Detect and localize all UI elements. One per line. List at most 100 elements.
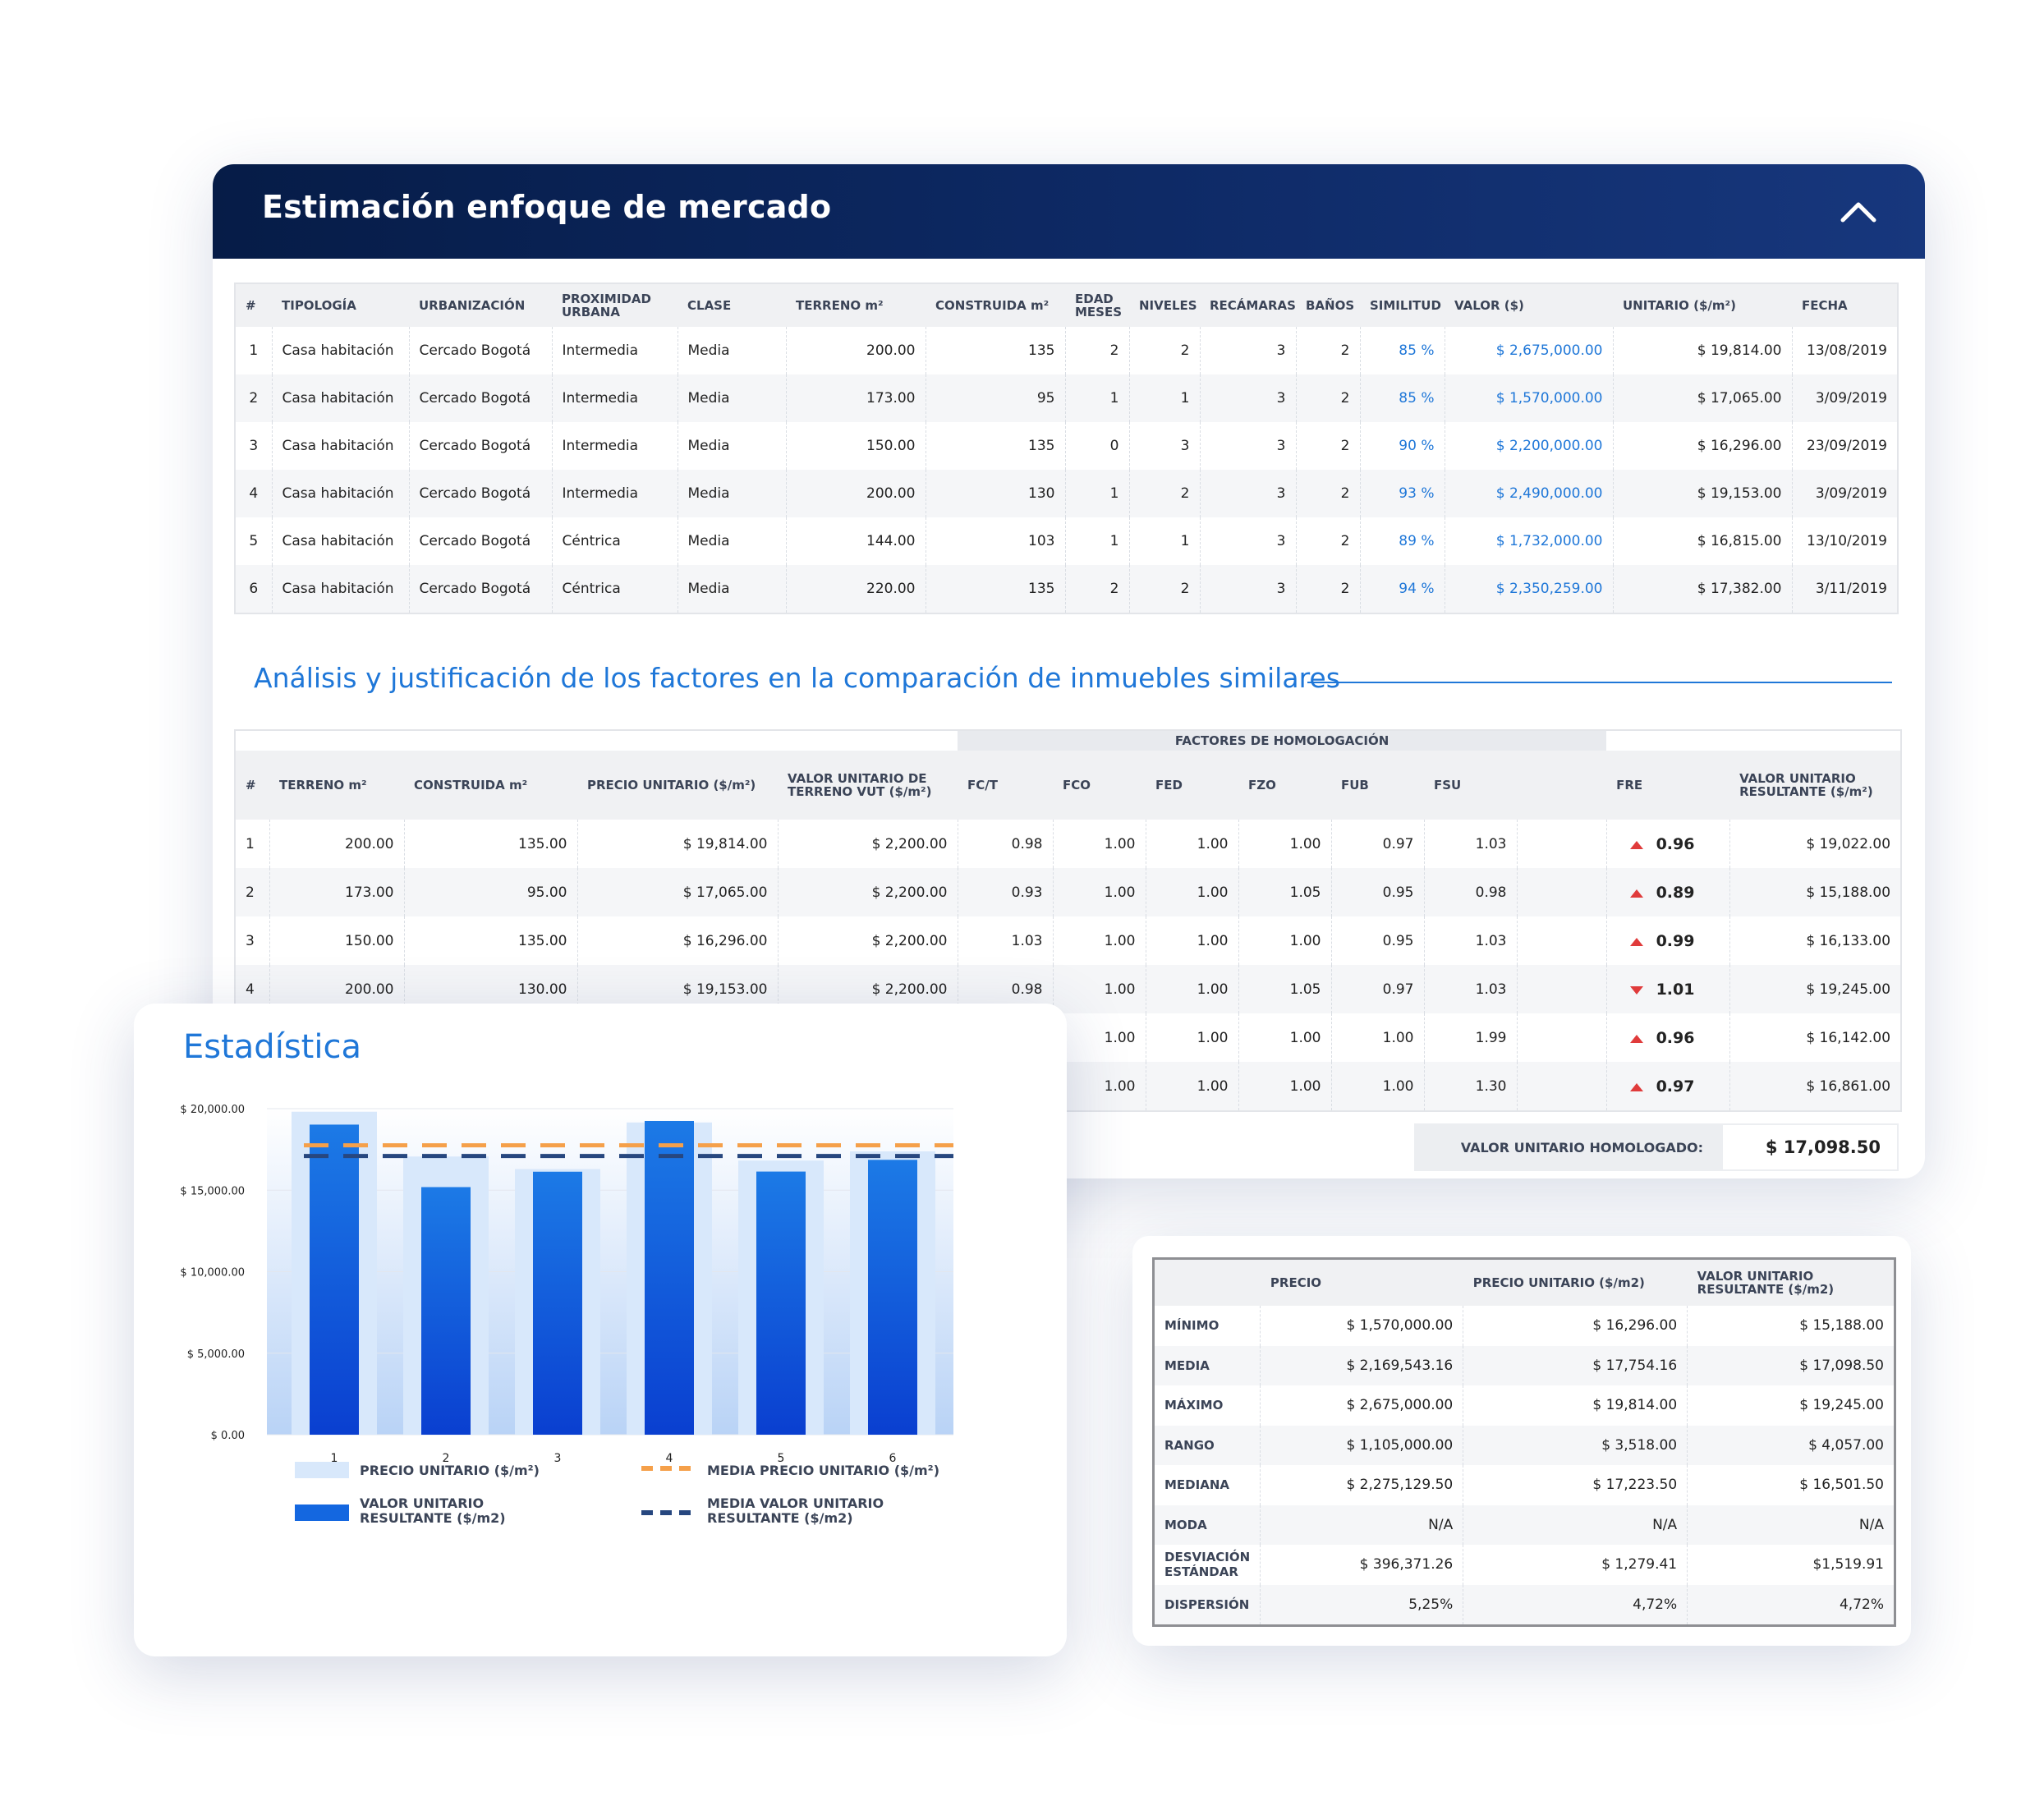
summary-value: $ 3,518.00 bbox=[1463, 1425, 1688, 1465]
summary-row: RANGO $ 1,105,000.00 $ 3,518.00 $ 4,057.00 bbox=[1153, 1425, 1895, 1465]
summary-value: $ 19,814.00 bbox=[1463, 1385, 1688, 1426]
cell-terreno-m: 150.00 bbox=[785, 422, 926, 470]
summary-header-2: PRECIO bbox=[1260, 1258, 1463, 1306]
cell-valor: $ 2,490,000.00 bbox=[1444, 470, 1613, 517]
summary-statistics-card: PRECIO PRECIO UNITARIO ($/m2) VALOR UNITAR… bbox=[1132, 1236, 1911, 1646]
summary-row-label: MEDIANA bbox=[1153, 1465, 1261, 1505]
fre-cell: 0.96 bbox=[1605, 1013, 1730, 1062]
market-header-5: CLASE bbox=[678, 283, 786, 327]
factors-header-14: VALOR UNITARIO RESULTANTE ($/m²) bbox=[1729, 751, 1902, 820]
panel-title: Estimación enfoque de mercado bbox=[262, 189, 832, 225]
cell-valor: $ 2,200,000.00 bbox=[1444, 422, 1613, 470]
factors-row: 1 200.00 135.00 $ 19,814.00 $ 2,200.00 0.98 1.… bbox=[235, 820, 1902, 868]
summary-value: $ 19,245.00 bbox=[1687, 1385, 1895, 1426]
market-header-12: SIMILITUD bbox=[1360, 283, 1445, 327]
fre-cell: 0.97 bbox=[1605, 1062, 1730, 1111]
chevron-up-icon[interactable] bbox=[1840, 195, 1877, 228]
summary-value: 5,25% bbox=[1260, 1584, 1463, 1626]
cell-unitario-m: $ 19,153.00 bbox=[1612, 470, 1792, 517]
cell-tipología: Casa habitación bbox=[271, 565, 409, 613]
cell-niveles: 1 bbox=[1128, 374, 1200, 422]
cell-valor: $ 1,570,000.00 bbox=[1444, 374, 1613, 422]
factor-cell: $ 16,296.00 bbox=[576, 916, 778, 965]
group-header-spacer bbox=[235, 730, 958, 751]
cell-: 6 bbox=[235, 565, 272, 613]
cell-niveles: 2 bbox=[1128, 565, 1200, 613]
factor-cell: $ 2,200.00 bbox=[777, 868, 958, 916]
cell-fecha: 13/08/2019 bbox=[1791, 327, 1898, 374]
cell-: 2 bbox=[235, 374, 272, 422]
market-header-13: VALOR ($) bbox=[1445, 283, 1613, 327]
cell-: 4 bbox=[235, 470, 272, 517]
comparables-header-row: # TIPOLOGÍA URBANIZACIÓN PROXIMIDAD URBANA C… bbox=[235, 283, 1898, 327]
summary-value: N/A bbox=[1260, 1505, 1463, 1545]
summary-row: MODA N/A N/A N/A bbox=[1153, 1505, 1895, 1545]
cell-urbanización: Cercado Bogotá bbox=[408, 470, 552, 517]
factor-cell: 1.05 bbox=[1238, 965, 1331, 1013]
summary-value: $ 16,501.50 bbox=[1687, 1465, 1895, 1505]
cell-: 1 bbox=[235, 327, 272, 374]
triangle-down-icon bbox=[1629, 985, 1643, 995]
cell-proximidad-urbana: Intermedia bbox=[551, 374, 678, 422]
factor-cell: 1.03 bbox=[1423, 916, 1517, 965]
cell-urbanización: Cercado Bogotá bbox=[408, 517, 552, 565]
fre-cell: 0.89 bbox=[1605, 868, 1730, 916]
price-legend-swatch bbox=[295, 1462, 349, 1478]
summary-value: 4,72% bbox=[1687, 1584, 1895, 1626]
factor-cell: 0.93 bbox=[957, 868, 1053, 916]
market-header-1: # bbox=[235, 283, 272, 327]
factor-cell: 3 bbox=[235, 916, 269, 965]
summary-row: DESVIACIÓN ESTÁNDAR $ 396,371.26 $ 1,279.4… bbox=[1153, 1545, 1895, 1585]
cell-unitario-m: $ 17,382.00 bbox=[1612, 565, 1792, 613]
cell-terreno-m: 220.00 bbox=[785, 565, 926, 613]
cell-similitud: 94 % bbox=[1359, 565, 1445, 613]
unit-value-bar-chart: $ 0.00 $ 5,000.00 $ 10,000.00 $ 15,000.00 $ … bbox=[180, 1104, 953, 1465]
y-tick-label: $ 15,000.00 bbox=[180, 1185, 245, 1197]
mean-price-legend-label: MEDIA PRECIO UNITARIO ($/m²) bbox=[707, 1463, 939, 1478]
summary-row-label: MODA bbox=[1153, 1505, 1261, 1545]
factor-cell: 200.00 bbox=[269, 820, 404, 868]
summary-row-label: DESVIACIÓN ESTÁNDAR bbox=[1153, 1545, 1261, 1585]
cell-urbanización: Cercado Bogotá bbox=[408, 565, 552, 613]
factors-header-row: # TERRENO m² CONSTRUIDA m² PRECIO UNITARIO … bbox=[235, 751, 1902, 820]
cell-clase: Media bbox=[677, 327, 786, 374]
cell-similitud: 90 % bbox=[1359, 422, 1445, 470]
comparables-table: # TIPOLOGÍA URBANIZACIÓN PROXIMIDAD URBANA C… bbox=[234, 283, 1899, 614]
x-tick-label: 2 bbox=[443, 1452, 450, 1465]
summary-value: $ 396,371.26 bbox=[1260, 1545, 1463, 1585]
resulting-unit-value-cell: $ 16,142.00 bbox=[1729, 1013, 1902, 1062]
cell-baños: 2 bbox=[1295, 374, 1360, 422]
summary-value: $ 17,754.16 bbox=[1463, 1345, 1688, 1385]
cell-baños: 2 bbox=[1295, 565, 1360, 613]
factor-cell: 1.00 bbox=[1145, 868, 1238, 916]
y-tick-label: $ 10,000.00 bbox=[180, 1267, 245, 1279]
cell-valor: $ 1,732,000.00 bbox=[1444, 517, 1613, 565]
resulting-unit-value-cell: $ 16,133.00 bbox=[1729, 916, 1902, 965]
factors-header-3: CONSTRUIDA m² bbox=[404, 751, 577, 820]
factor-cell: 1.00 bbox=[1052, 916, 1146, 965]
factor-cell: 1.00 bbox=[1145, 916, 1238, 965]
statistics-title: Estadística bbox=[183, 1028, 361, 1066]
cell-recámaras: 3 bbox=[1199, 517, 1296, 565]
result-legend-swatch bbox=[295, 1505, 349, 1521]
y-tick-label: $ 5,000.00 bbox=[187, 1348, 245, 1361]
cell-terreno-m: 173.00 bbox=[785, 374, 926, 422]
summary-value: $ 1,570,000.00 bbox=[1260, 1306, 1463, 1346]
x-tick-label: 3 bbox=[554, 1452, 562, 1465]
factors-header-12 bbox=[1517, 751, 1607, 820]
factor-cell: $ 19,814.00 bbox=[576, 820, 778, 868]
cell-tipología: Casa habitación bbox=[271, 374, 409, 422]
price-legend-label: PRECIO UNITARIO ($/m²) bbox=[360, 1463, 540, 1478]
resulting-unit-value-cell: $ 19,245.00 bbox=[1729, 965, 1902, 1013]
cell-construida-m: 95 bbox=[925, 374, 1065, 422]
cell-fecha: 23/09/2019 bbox=[1791, 422, 1898, 470]
cell-valor: $ 2,350,259.00 bbox=[1444, 565, 1613, 613]
factor-cell: 1.00 bbox=[1052, 868, 1146, 916]
market-header-6: TERRENO m² bbox=[786, 283, 926, 327]
factor-cell: 1.00 bbox=[1052, 820, 1146, 868]
cell-proximidad-urbana: Intermedia bbox=[551, 327, 678, 374]
market-header-9: NIVELES bbox=[1129, 283, 1200, 327]
summary-value: $ 1,105,000.00 bbox=[1260, 1425, 1463, 1465]
factors-row: 2 173.00 95.00 $ 17,065.00 $ 2,200.00 0.93 1.0… bbox=[235, 868, 1902, 916]
x-tick-label: 6 bbox=[889, 1452, 897, 1465]
